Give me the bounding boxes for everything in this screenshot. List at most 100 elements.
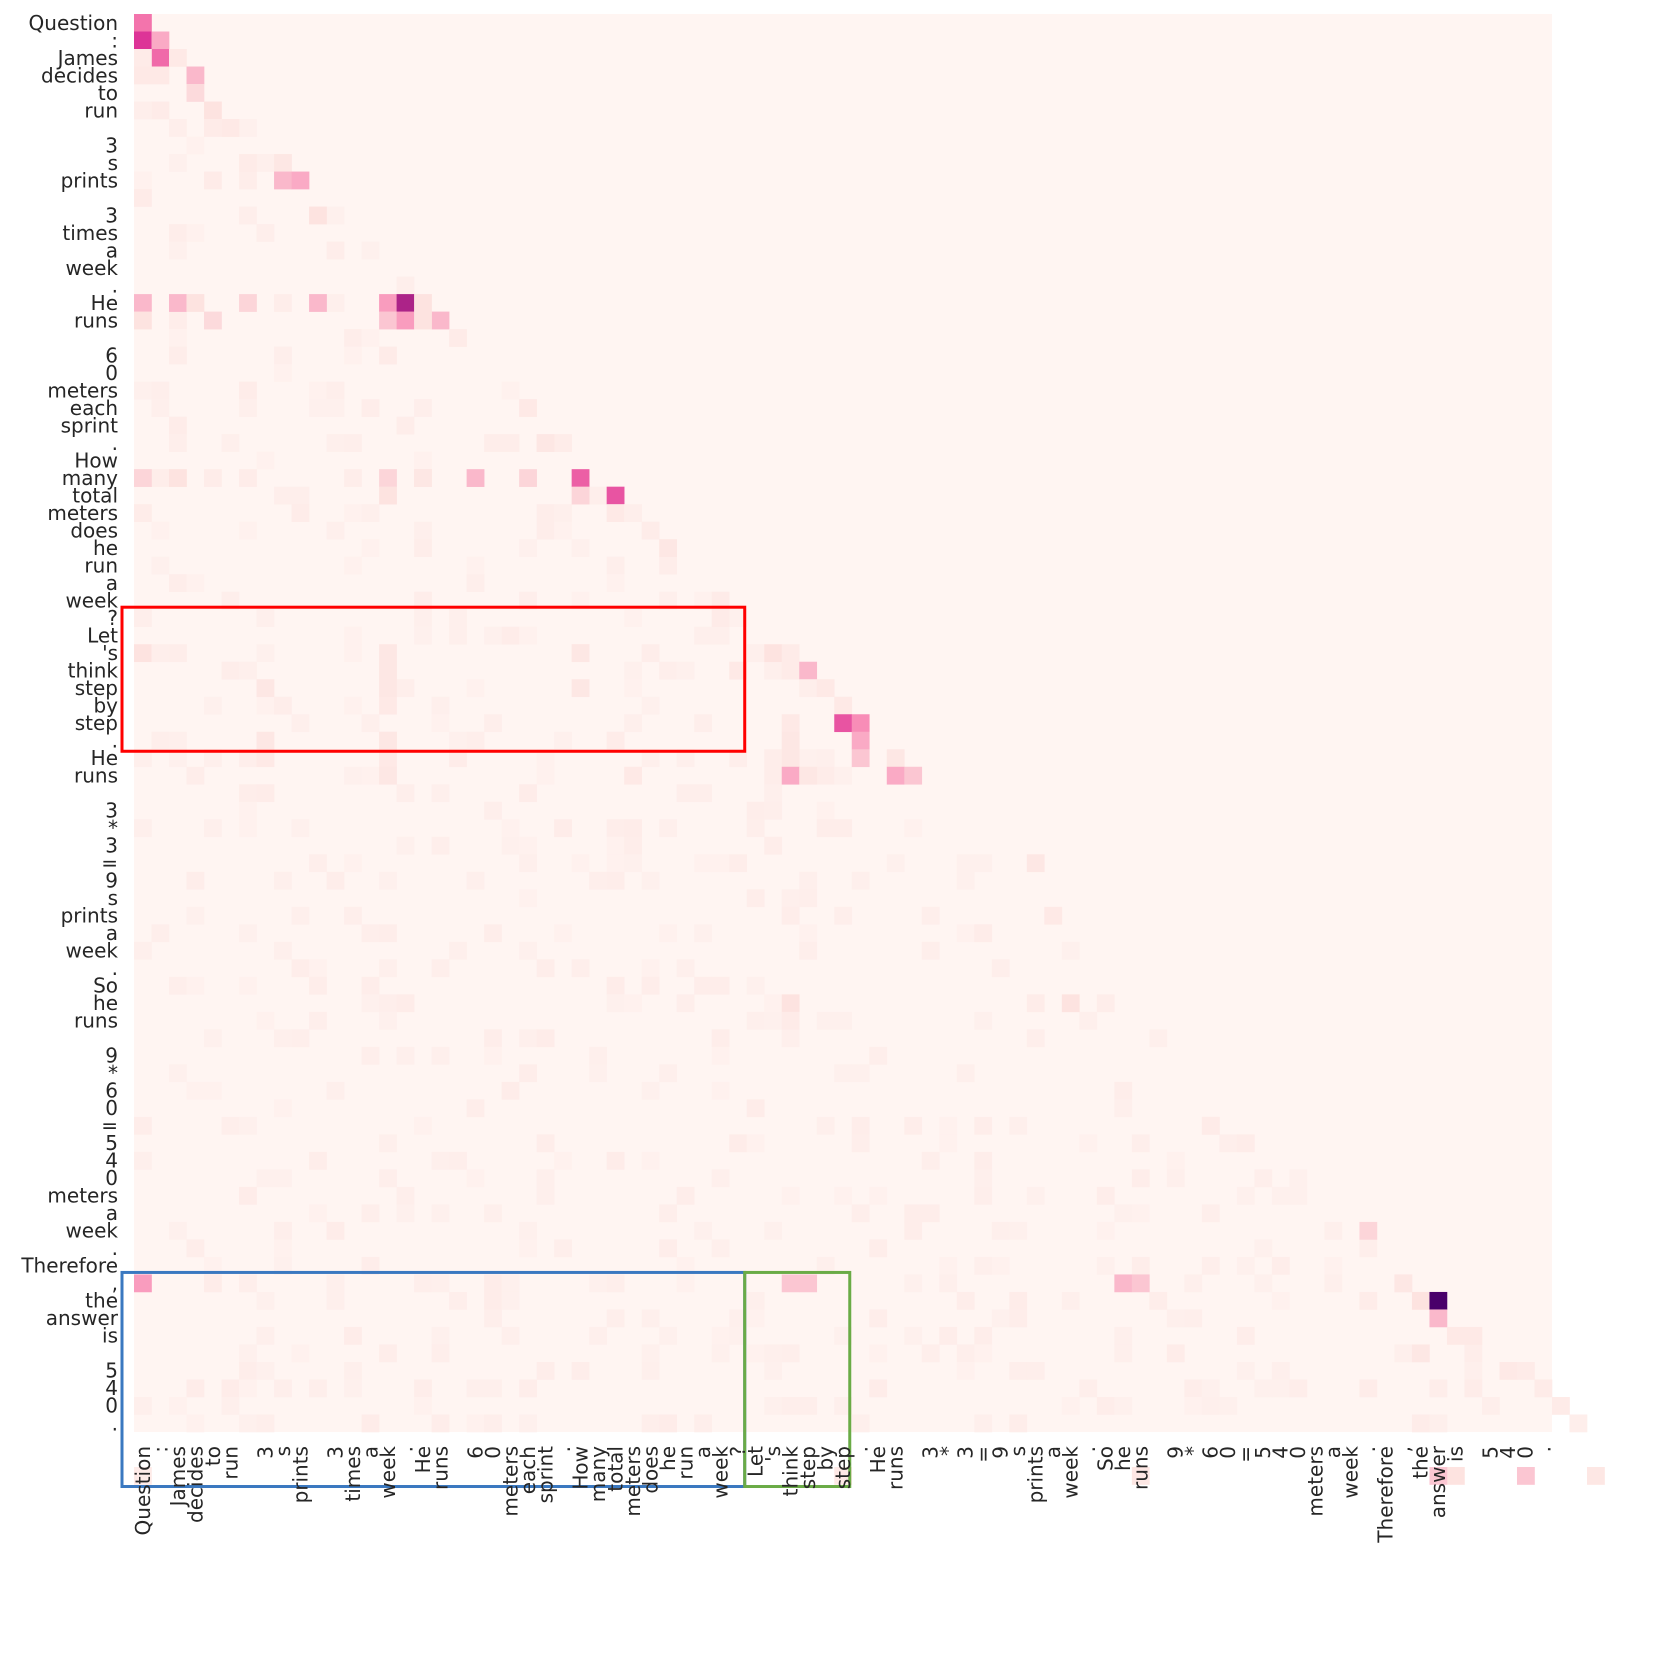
x-tick-label: run xyxy=(218,1446,242,1480)
heatmap-cell xyxy=(239,661,257,680)
heatmap-cell xyxy=(764,644,783,663)
heatmap-cell xyxy=(239,399,257,417)
heatmap-cell xyxy=(431,311,450,330)
heatmap-cell xyxy=(536,504,555,522)
heatmap-cell xyxy=(239,1361,257,1380)
heatmap-cell xyxy=(151,381,170,400)
heatmap-cell xyxy=(624,994,642,1013)
heatmap-cell xyxy=(256,644,275,663)
heatmap-cell xyxy=(169,644,187,663)
heatmap-cell xyxy=(361,1256,380,1275)
heatmap-cell xyxy=(1114,1081,1133,1100)
heatmap-cell xyxy=(501,819,520,838)
heatmap-cell xyxy=(921,906,940,925)
heatmap-cell xyxy=(571,1361,590,1380)
heatmap-cell xyxy=(361,714,380,733)
x-tick-label: runs xyxy=(428,1446,452,1490)
heatmap-cell xyxy=(606,836,625,855)
heatmap-cell xyxy=(974,1186,993,1205)
heatmap-cell xyxy=(694,976,713,995)
heatmap-cell xyxy=(1236,1361,1255,1380)
heatmap-cell xyxy=(414,626,432,645)
heatmap-cell xyxy=(869,1046,888,1065)
x-tick-label: runs xyxy=(1129,1446,1153,1490)
heatmap-cell xyxy=(1552,1396,1570,1415)
heatmap-cell xyxy=(239,1116,257,1135)
heatmap-cell xyxy=(519,469,537,487)
heatmap-cell xyxy=(939,1326,958,1345)
heatmap-cell xyxy=(414,609,432,628)
heatmap-cell xyxy=(1166,1151,1185,1170)
heatmap-cell xyxy=(274,154,292,172)
heatmap-cell xyxy=(974,1256,993,1275)
x-tick-label: a xyxy=(358,1446,382,1458)
heatmap-cell xyxy=(799,871,818,890)
heatmap-cell xyxy=(1061,941,1080,960)
heatmap-cell xyxy=(291,486,310,505)
heatmap-cell xyxy=(414,451,432,470)
heatmap-cell xyxy=(764,994,783,1013)
heatmap-cell xyxy=(379,679,397,698)
heatmap-cell xyxy=(256,609,275,628)
y-tick-label: . xyxy=(112,729,118,753)
heatmap-cell xyxy=(431,1414,450,1433)
heatmap-cell xyxy=(431,714,450,733)
heatmap-cell xyxy=(169,469,187,487)
heatmap-cell xyxy=(1096,1186,1115,1205)
heatmap-cell xyxy=(134,1151,152,1170)
y-tick-label: Let xyxy=(87,623,118,647)
heatmap-cell xyxy=(239,381,257,400)
heatmap-cell xyxy=(816,679,835,698)
heatmap-cell xyxy=(274,1221,292,1240)
heatmap-cell xyxy=(431,1204,450,1223)
heatmap-cell xyxy=(711,609,730,628)
heatmap-cell xyxy=(379,346,397,365)
heatmap-cell xyxy=(834,766,853,785)
heatmap-cell xyxy=(1079,1134,1098,1153)
heatmap-cell xyxy=(676,1186,695,1205)
heatmap-cell xyxy=(256,1169,275,1188)
x-tick-label: 's xyxy=(761,1446,785,1462)
y-tick-label: 5 xyxy=(105,1131,118,1155)
y-tick-label: . xyxy=(112,273,118,297)
y-tick-label: week xyxy=(65,256,118,280)
heatmap-cell xyxy=(694,591,713,610)
heatmap-cell xyxy=(431,1046,450,1065)
heatmap-cell xyxy=(904,1116,923,1135)
heatmap-cell xyxy=(501,1291,520,1310)
heatmap-cell xyxy=(414,1396,432,1415)
x-tick-label: a xyxy=(691,1446,715,1458)
heatmap-cell xyxy=(134,1396,152,1415)
heatmap-cell xyxy=(519,539,537,557)
heatmap-cell xyxy=(414,1379,432,1398)
heatmap-cell xyxy=(204,469,222,487)
heatmap-cell xyxy=(536,1134,555,1153)
heatmap-cell xyxy=(851,714,870,733)
heatmap-cell xyxy=(501,1326,520,1345)
heatmap-cell xyxy=(204,119,222,137)
heatmap-cell xyxy=(1114,1274,1133,1293)
x-tick-label: a xyxy=(1321,1446,1345,1458)
heatmap-cell xyxy=(239,749,257,768)
heatmap-cell xyxy=(519,1414,537,1433)
heatmap-cell xyxy=(1271,1186,1290,1205)
heatmap-cell xyxy=(536,749,555,768)
x-tick-label: he xyxy=(656,1446,680,1471)
heatmap-cell xyxy=(519,1221,537,1240)
heatmap-cell xyxy=(1026,1029,1045,1048)
heatmap-cell xyxy=(571,469,590,487)
heatmap-cell xyxy=(571,854,590,873)
heatmap-cell xyxy=(484,434,502,452)
heatmap-cell xyxy=(624,819,642,838)
heatmap-cell xyxy=(291,714,310,733)
heatmap-cell xyxy=(904,1221,923,1240)
heatmap-cell xyxy=(939,1274,958,1293)
x-tick-label: * xyxy=(1181,1446,1205,1456)
y-tick-label: runs xyxy=(74,308,118,332)
y-tick-label: week xyxy=(65,939,118,963)
heatmap-cell xyxy=(1114,1396,1133,1415)
heatmap-cell xyxy=(711,1326,730,1345)
y-tick-label: He xyxy=(91,746,118,770)
heatmap-cell xyxy=(291,906,310,925)
heatmap-cell xyxy=(204,1081,222,1100)
